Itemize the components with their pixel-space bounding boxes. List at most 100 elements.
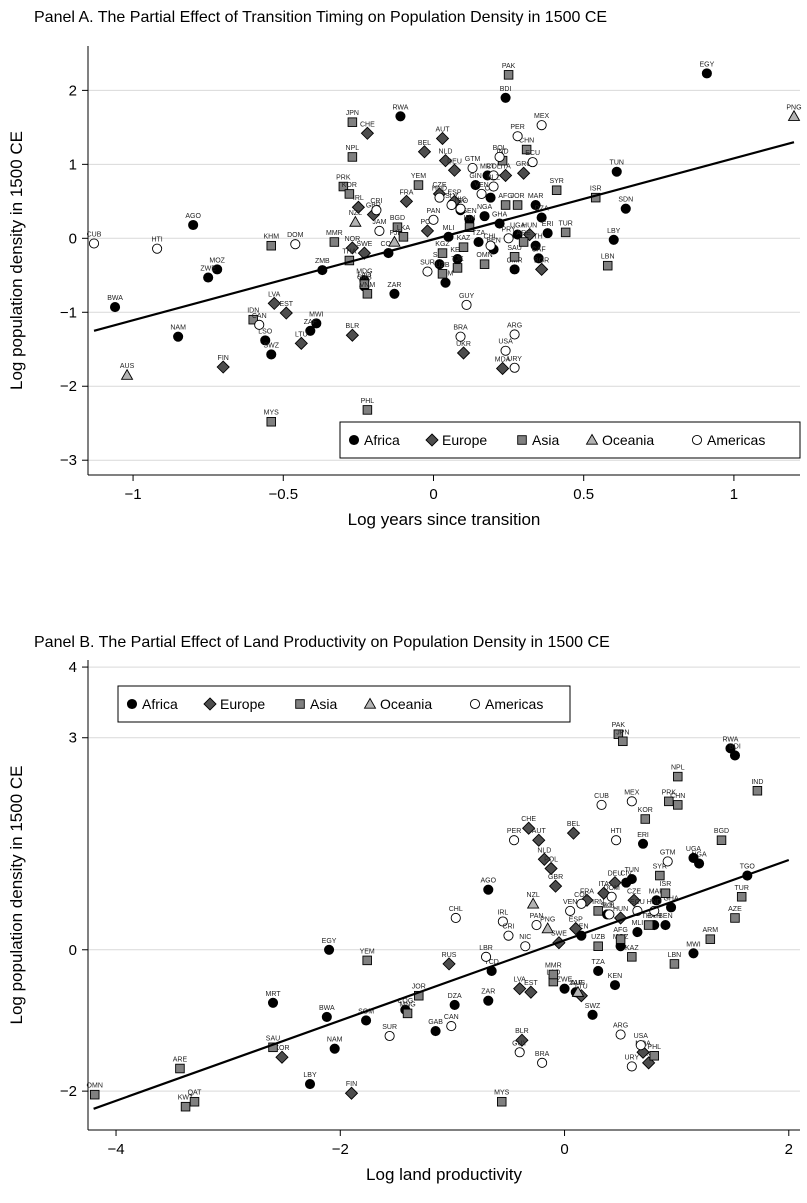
point-label: UKR bbox=[456, 341, 471, 348]
point-label: CHN bbox=[519, 138, 534, 145]
point-label: CIV bbox=[620, 871, 632, 878]
point-label: MDA bbox=[495, 356, 511, 363]
point-label: BLR bbox=[346, 323, 360, 330]
point-label: UGA bbox=[686, 846, 702, 853]
data-point bbox=[655, 870, 665, 881]
point-label: PRK bbox=[336, 175, 351, 182]
data-point bbox=[321, 1011, 332, 1022]
point-label: GAB bbox=[357, 274, 372, 281]
data-point bbox=[516, 166, 531, 180]
point-label: EGY bbox=[322, 938, 337, 945]
x-axis-label: Log land productivity bbox=[366, 1165, 522, 1184]
legend-label: Europe bbox=[220, 696, 265, 712]
point-label: CAN bbox=[252, 313, 267, 320]
x-tick-label: −0.5 bbox=[268, 486, 298, 503]
point-label: ISR bbox=[660, 881, 672, 888]
point-label: LVA bbox=[268, 291, 281, 298]
point-label: UKR bbox=[641, 1051, 656, 1058]
point-label: KOR bbox=[342, 182, 357, 189]
point-label: BGR bbox=[534, 257, 549, 264]
data-point bbox=[626, 796, 637, 807]
data-point bbox=[189, 1096, 200, 1107]
y-axis-label: Log population density in 1500 CE bbox=[7, 131, 26, 390]
data-point bbox=[593, 965, 604, 977]
data-point bbox=[248, 314, 258, 325]
point-label: GUY bbox=[512, 1040, 528, 1047]
legend-label: Asia bbox=[532, 432, 559, 448]
point-label: FRA bbox=[399, 189, 413, 196]
panel-b-chart: Panel B. The Partial Effect of Land Prod… bbox=[7, 634, 800, 1184]
point-label: MMR bbox=[326, 230, 343, 237]
data-point bbox=[637, 838, 649, 849]
point-label: UZB bbox=[435, 262, 449, 269]
data-point bbox=[279, 306, 293, 320]
data-point bbox=[347, 117, 358, 127]
legend-marker bbox=[691, 434, 703, 446]
data-point bbox=[266, 349, 277, 360]
data-point bbox=[494, 151, 505, 162]
point-label: NGA bbox=[692, 852, 708, 859]
data-point bbox=[480, 951, 492, 962]
point-label: ZAF bbox=[569, 980, 582, 987]
point-label: AUT bbox=[435, 126, 450, 133]
point-label: SAU bbox=[507, 245, 521, 252]
point-label: THA bbox=[642, 913, 656, 920]
point-label: USA bbox=[634, 1033, 649, 1040]
data-point bbox=[509, 362, 520, 373]
point-label: CHL bbox=[449, 906, 463, 913]
data-point bbox=[464, 222, 475, 232]
data-point bbox=[88, 238, 100, 249]
data-point bbox=[434, 259, 445, 270]
point-label: AUT bbox=[532, 828, 547, 835]
data-point bbox=[536, 120, 547, 131]
data-point bbox=[626, 874, 637, 885]
point-label: ISR bbox=[590, 186, 602, 193]
point-label: USA bbox=[498, 339, 513, 346]
legend-marker bbox=[126, 698, 138, 710]
data-point bbox=[398, 232, 409, 242]
point-label: GBR bbox=[366, 203, 381, 210]
point-label: KAZ bbox=[625, 945, 639, 952]
data-point bbox=[509, 252, 520, 262]
data-point bbox=[483, 995, 494, 1006]
x-tick-label: −4 bbox=[107, 1141, 124, 1158]
chart-title: Panel B. The Partial Effect of Land Prod… bbox=[34, 634, 610, 651]
data-point bbox=[413, 180, 424, 190]
point-label: VEN bbox=[563, 899, 577, 906]
data-point bbox=[651, 895, 662, 906]
data-point bbox=[435, 131, 450, 146]
data-point bbox=[521, 144, 532, 155]
point-label: RWA bbox=[392, 104, 408, 111]
data-point bbox=[512, 229, 523, 240]
data-point bbox=[660, 919, 671, 931]
data-point bbox=[305, 325, 316, 336]
point-label: DEU bbox=[447, 158, 462, 165]
y-tick-label: 2 bbox=[69, 82, 77, 99]
point-label: TUR bbox=[734, 885, 748, 892]
point-label: MAR bbox=[528, 193, 544, 200]
point-label: PHL bbox=[647, 1044, 661, 1051]
point-label: JPN bbox=[616, 729, 629, 736]
data-point bbox=[485, 192, 496, 203]
legend-marker bbox=[517, 435, 527, 445]
point-label: KEN bbox=[450, 247, 464, 254]
point-label: SDN bbox=[618, 197, 633, 204]
data-point bbox=[344, 1086, 359, 1100]
point-label: IDN bbox=[247, 308, 259, 315]
point-label: MNG bbox=[399, 1001, 415, 1008]
data-point bbox=[716, 835, 727, 845]
point-label: IRN bbox=[464, 215, 476, 222]
point-label: ZWE bbox=[200, 266, 216, 273]
point-label: YEM bbox=[411, 173, 426, 180]
point-label: JAM bbox=[372, 219, 386, 226]
point-label: BWA bbox=[107, 295, 123, 302]
data-point bbox=[542, 228, 553, 239]
x-tick-label: 0.5 bbox=[573, 486, 594, 503]
point-label: ZAR bbox=[387, 282, 401, 289]
point-label: GAB bbox=[428, 1019, 443, 1026]
point-label: JOR bbox=[412, 984, 426, 991]
point-label: FRA bbox=[580, 888, 594, 895]
data-point bbox=[730, 913, 740, 923]
point-label: SLE bbox=[601, 902, 615, 909]
data-point bbox=[535, 262, 549, 277]
